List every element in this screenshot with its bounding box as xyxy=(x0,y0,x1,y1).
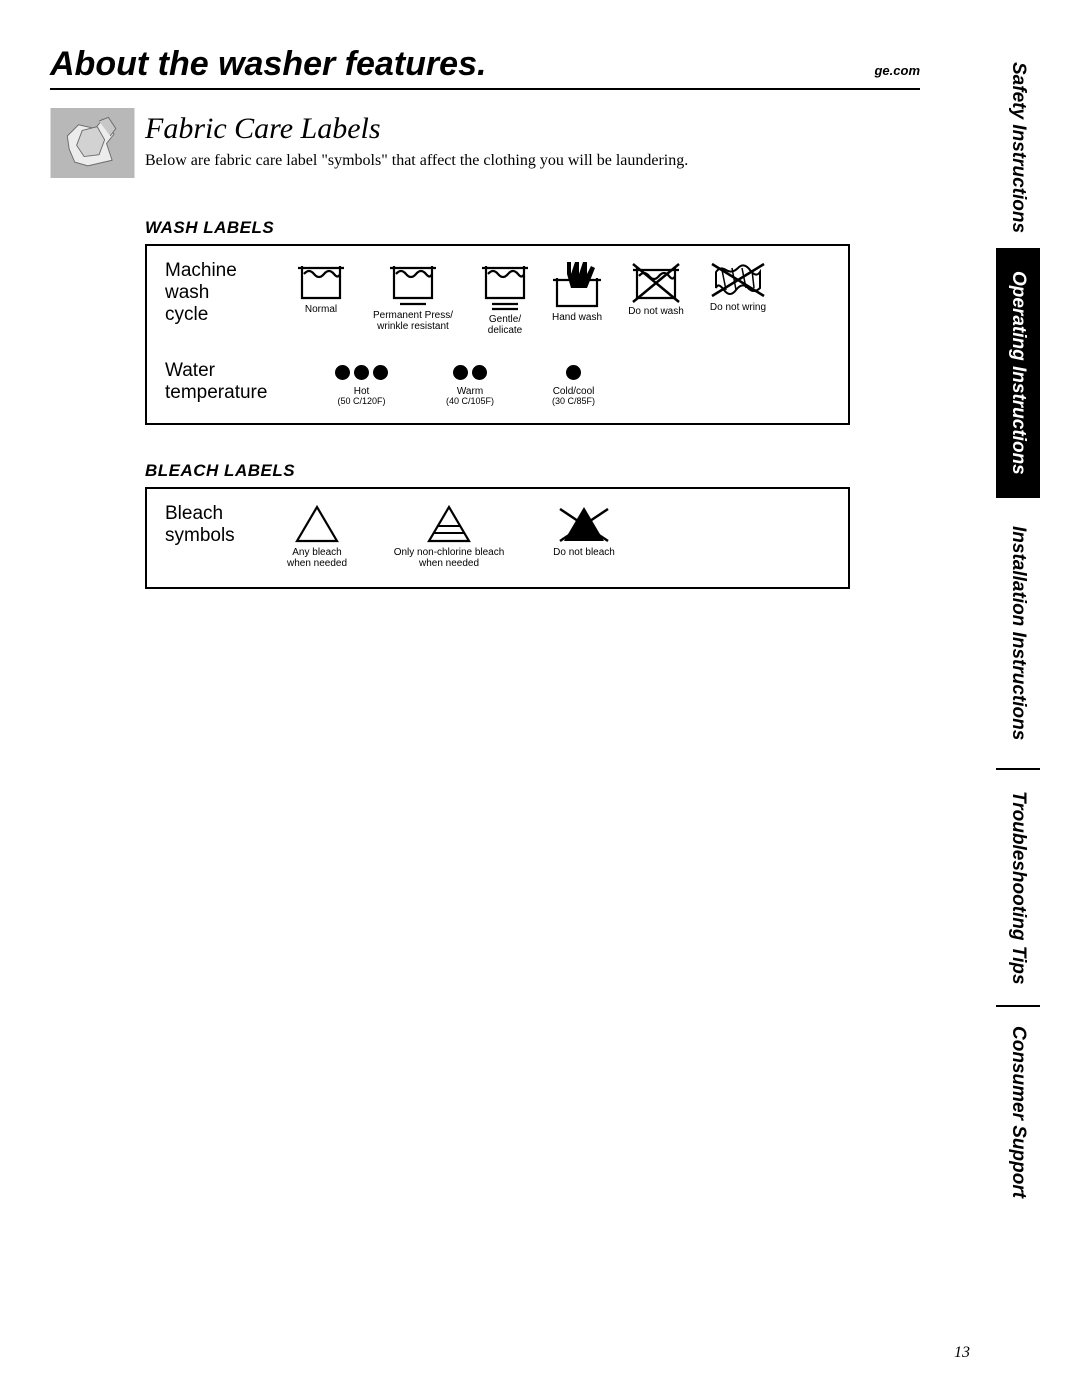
caption: Gentle/ delicate xyxy=(488,314,522,336)
caption: Normal xyxy=(305,304,337,315)
subheading: Fabric Care Labels xyxy=(145,112,688,146)
caption: Permanent Press/ wrinkle resistant xyxy=(373,310,453,332)
tab-consumer-support[interactable]: Consumer Support xyxy=(996,1007,1040,1217)
wash-section: WASH LABELS Machine wash cycle Normal xyxy=(145,218,920,425)
wash-gentle-icon xyxy=(482,260,528,312)
wash-normal-icon xyxy=(298,260,344,302)
header-url: ge.com xyxy=(874,63,920,78)
wash-permpress-icon xyxy=(390,260,436,308)
bleach-title: BLEACH LABELS xyxy=(145,461,920,481)
do-not-bleach-icon xyxy=(558,503,610,545)
caption: Hand wash xyxy=(552,312,602,323)
caption: Only non-chlorine bleach when needed xyxy=(394,547,505,569)
wash-cycle-label: Machine wash cycle xyxy=(165,260,295,326)
water-temp-label: Water temperature xyxy=(165,360,295,404)
any-bleach-icon xyxy=(293,503,341,545)
non-chlorine-bleach-icon xyxy=(425,503,473,545)
temp-cold: Cold/cool (30 C/85F) xyxy=(552,360,595,407)
temp-hot: Hot (50 C/120F) xyxy=(335,360,388,407)
caption: Do not bleach xyxy=(553,547,615,558)
tab-troubleshooting[interactable]: Troubleshooting Tips xyxy=(996,770,1040,1005)
bleach-section: BLEACH LABELS Bleach symbols Any bleach … xyxy=(145,461,920,589)
header: About the washer features. ge.com xyxy=(50,45,920,90)
do-not-wring-icon xyxy=(710,260,766,300)
hand-wash-icon xyxy=(553,260,601,310)
temp-warm: Warm (40 C/105F) xyxy=(446,360,494,407)
page-title: About the washer features. xyxy=(50,45,486,84)
tab-operating[interactable]: Operating Instructions xyxy=(996,248,1040,498)
do-not-wash-icon xyxy=(631,260,681,304)
caption: Any bleach when needed xyxy=(287,547,347,569)
page-number: 13 xyxy=(954,1344,970,1362)
tab-installation[interactable]: Installation Instructions xyxy=(996,498,1040,768)
tab-safety[interactable]: Safety Instructions xyxy=(996,48,1040,248)
intro: Fabric Care Labels Below are fabric care… xyxy=(50,108,920,178)
caption: Do not wring xyxy=(710,302,766,313)
wash-title: WASH LABELS xyxy=(145,218,920,238)
laundry-icon xyxy=(50,108,135,178)
intro-description: Below are fabric care label "symbols" th… xyxy=(145,152,688,170)
bleach-row-label: Bleach symbols xyxy=(165,503,280,547)
caption: Do not wash xyxy=(628,306,684,317)
side-tabs: Safety Instructions Operating Instructio… xyxy=(996,48,1040,1288)
